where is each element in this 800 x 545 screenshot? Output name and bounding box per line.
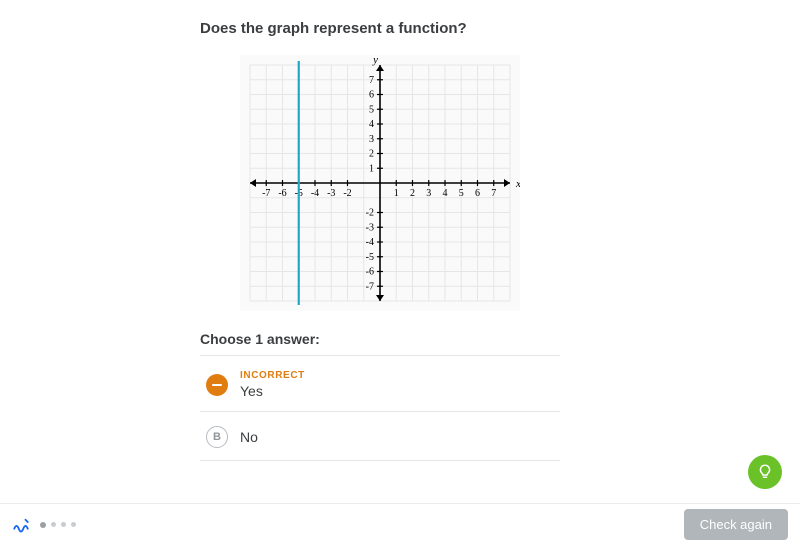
progress-dots xyxy=(40,522,76,528)
progress-dot xyxy=(40,522,46,528)
hint-button[interactable] xyxy=(748,455,782,489)
answer-list: INCORRECT Yes B No xyxy=(200,355,560,461)
answer-text-b: No xyxy=(240,429,258,445)
answer-prompt: Choose 1 answer: xyxy=(200,331,560,347)
footer-left xyxy=(12,516,76,534)
footer-bar: Check again xyxy=(0,503,800,545)
svg-text:3: 3 xyxy=(369,134,374,145)
progress-dot xyxy=(61,522,66,527)
svg-text:-4: -4 xyxy=(311,188,319,199)
answer-option-b[interactable]: B No xyxy=(200,412,560,461)
check-again-button[interactable]: Check again xyxy=(684,509,788,540)
question-title: Does the graph represent a function? xyxy=(200,20,560,37)
svg-text:-3: -3 xyxy=(366,222,374,233)
svg-text:-5: -5 xyxy=(366,252,374,263)
answer-letter-badge: B xyxy=(206,426,228,448)
progress-dot xyxy=(51,522,56,527)
svg-text:-2: -2 xyxy=(366,208,374,219)
svg-text:-6: -6 xyxy=(278,188,286,199)
coordinate-graph: -7-6-5-4-3-212345671234567-2-3-4-5-6-7xy xyxy=(240,55,520,311)
answer-status-label: INCORRECT xyxy=(240,370,305,381)
svg-text:-7: -7 xyxy=(366,281,374,292)
svg-text:-6: -6 xyxy=(366,267,374,278)
svg-text:7: 7 xyxy=(491,188,496,199)
svg-text:4: 4 xyxy=(369,119,374,130)
svg-text:5: 5 xyxy=(459,188,464,199)
svg-text:-4: -4 xyxy=(366,237,374,248)
graph-container: -7-6-5-4-3-212345671234567-2-3-4-5-6-7xy xyxy=(200,55,560,311)
answer-text-a: Yes xyxy=(240,383,305,399)
svg-text:y: y xyxy=(372,55,378,66)
svg-text:6: 6 xyxy=(369,90,374,101)
svg-text:-7: -7 xyxy=(262,188,270,199)
svg-text:3: 3 xyxy=(426,188,431,199)
svg-text:x: x xyxy=(515,178,520,190)
svg-text:4: 4 xyxy=(443,188,448,199)
progress-dot xyxy=(71,522,76,527)
svg-text:7: 7 xyxy=(369,75,374,86)
svg-text:1: 1 xyxy=(394,188,399,199)
lightbulb-icon xyxy=(756,463,774,481)
graph-svg: -7-6-5-4-3-212345671234567-2-3-4-5-6-7xy xyxy=(240,55,520,311)
svg-text:2: 2 xyxy=(369,149,374,160)
svg-text:-2: -2 xyxy=(343,188,351,199)
answer-option-a[interactable]: INCORRECT Yes xyxy=(200,356,560,412)
svg-text:5: 5 xyxy=(369,104,374,115)
svg-text:2: 2 xyxy=(410,188,415,199)
svg-text:1: 1 xyxy=(369,163,374,174)
svg-text:6: 6 xyxy=(475,188,480,199)
scratchpad-icon[interactable] xyxy=(12,516,30,534)
incorrect-icon xyxy=(206,374,228,396)
svg-text:-3: -3 xyxy=(327,188,335,199)
